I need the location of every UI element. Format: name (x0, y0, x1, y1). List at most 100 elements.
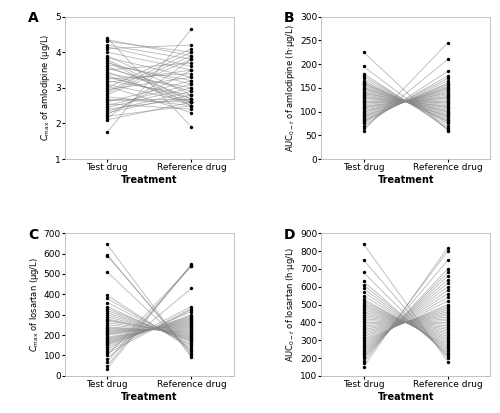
Point (360, 79, 368, 85)
Point (444, 123, 452, 129)
Point (188, 59, 196, 66)
Point (444, 303, 452, 310)
Point (188, 334, 196, 340)
Point (360, 81, 368, 87)
Point (188, 63, 196, 70)
Point (444, 323, 452, 329)
Point (188, 314, 196, 321)
Point (444, 101, 452, 108)
Point (188, 354, 196, 361)
Point (360, 316, 368, 322)
Point (188, 263, 196, 269)
Point (444, 99, 452, 105)
Y-axis label: $\mathrm{AUC}_{0-t}$ of losartan (h·μg/L): $\mathrm{AUC}_{0-t}$ of losartan (h·μg/L… (284, 247, 297, 362)
Point (103, 90, 111, 97)
Point (103, 100, 111, 107)
Point (444, 314, 452, 320)
Point (444, 90, 452, 97)
Point (444, 332, 452, 338)
Point (103, 268, 111, 275)
Point (360, 353, 368, 360)
Text: D: D (284, 228, 296, 242)
Point (103, 305, 111, 312)
Point (188, 339, 196, 346)
Point (360, 85, 368, 91)
Point (188, 106, 196, 112)
Point (103, 102, 111, 109)
Point (103, 115, 111, 121)
Point (103, 81, 111, 88)
Point (360, 312, 368, 318)
Point (360, 88, 368, 95)
Point (360, 104, 368, 110)
Point (360, 49, 368, 55)
Point (103, 331, 111, 337)
Point (360, 332, 368, 338)
Point (103, 292, 111, 299)
Point (188, 318, 196, 325)
Point (103, 309, 111, 316)
Point (444, 73, 452, 79)
Point (444, 113, 452, 120)
Point (444, 112, 452, 119)
Point (360, 363, 368, 370)
Point (188, 333, 196, 339)
Point (360, 120, 368, 127)
Point (360, 118, 368, 124)
Point (103, 106, 111, 112)
Point (188, 102, 196, 109)
Point (103, 342, 111, 349)
Point (103, 129, 111, 136)
Point (188, 102, 196, 109)
Point (188, 66, 196, 73)
Point (360, 111, 368, 117)
Point (444, 104, 452, 110)
Point (103, 38, 111, 45)
X-axis label: Treatment: Treatment (121, 392, 178, 402)
Point (444, 111, 452, 117)
Point (360, 349, 368, 356)
Point (103, 344, 111, 351)
Point (188, 77, 196, 84)
Point (360, 335, 368, 342)
Point (444, 244, 452, 251)
Point (444, 125, 452, 131)
Point (103, 111, 111, 118)
Point (360, 92, 368, 98)
Point (188, 341, 196, 348)
Point (103, 326, 111, 332)
Point (188, 45, 196, 52)
Point (188, 74, 196, 81)
Point (188, 52, 196, 59)
Point (444, 312, 452, 318)
Point (360, 108, 368, 115)
Point (103, 350, 111, 357)
Point (103, 339, 111, 346)
Point (188, 95, 196, 102)
Point (103, 366, 111, 372)
Point (103, 252, 111, 259)
Point (188, 95, 196, 102)
Point (444, 109, 452, 116)
Point (188, 74, 196, 81)
Point (444, 80, 452, 86)
Point (188, 95, 196, 102)
Point (103, 97, 111, 104)
Point (360, 125, 368, 131)
Point (360, 303, 368, 310)
Point (188, 88, 196, 95)
Point (103, 332, 111, 338)
Point (103, 299, 111, 306)
Point (103, 113, 111, 120)
Point (103, 104, 111, 111)
Point (103, 335, 111, 342)
Point (444, 120, 452, 127)
Point (444, 353, 452, 360)
Point (188, 56, 196, 63)
Point (188, 348, 196, 355)
Point (360, 82, 368, 89)
Point (188, 263, 196, 269)
Point (360, 256, 368, 263)
Point (360, 100, 368, 106)
Point (360, 117, 368, 123)
